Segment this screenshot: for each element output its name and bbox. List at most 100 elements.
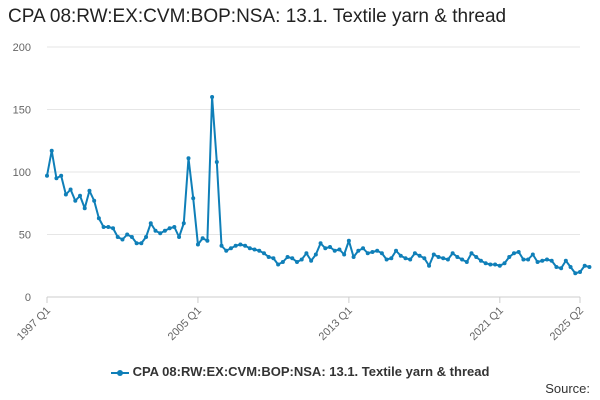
- data-point[interactable]: [445, 257, 450, 262]
- data-point[interactable]: [521, 257, 526, 262]
- data-point[interactable]: [478, 258, 483, 263]
- data-point[interactable]: [516, 250, 521, 254]
- data-point[interactable]: [54, 176, 59, 181]
- data-point[interactable]: [563, 258, 568, 263]
- data-point[interactable]: [243, 243, 248, 248]
- data-point[interactable]: [191, 196, 196, 201]
- data-point[interactable]: [162, 228, 167, 233]
- data-point[interactable]: [87, 188, 92, 193]
- data-point[interactable]: [167, 226, 172, 231]
- data-point[interactable]: [261, 251, 266, 256]
- data-point[interactable]: [356, 248, 361, 253]
- data-point[interactable]: [78, 193, 83, 198]
- data-point[interactable]: [228, 246, 233, 251]
- data-point[interactable]: [544, 257, 549, 262]
- data-point[interactable]: [332, 248, 337, 253]
- data-point[interactable]: [441, 256, 446, 261]
- data-point[interactable]: [68, 187, 73, 192]
- data-point[interactable]: [139, 241, 144, 246]
- data-point[interactable]: [540, 258, 545, 263]
- data-point[interactable]: [554, 265, 559, 269]
- data-point[interactable]: [82, 206, 87, 211]
- data-point[interactable]: [389, 256, 394, 261]
- data-point[interactable]: [346, 238, 351, 243]
- data-point[interactable]: [200, 236, 205, 241]
- data-point[interactable]: [285, 255, 290, 259]
- data-point[interactable]: [427, 263, 432, 268]
- data-point[interactable]: [375, 248, 380, 253]
- data-point[interactable]: [299, 257, 304, 262]
- data-point[interactable]: [266, 255, 271, 259]
- data-point[interactable]: [526, 257, 531, 262]
- data-point[interactable]: [530, 252, 535, 257]
- data-point[interactable]: [219, 243, 224, 248]
- data-point[interactable]: [464, 260, 469, 264]
- data-point[interactable]: [125, 232, 130, 237]
- data-point[interactable]: [134, 241, 139, 246]
- data-point[interactable]: [313, 252, 318, 257]
- data-point[interactable]: [469, 251, 474, 256]
- data-point[interactable]: [257, 248, 262, 253]
- data-point[interactable]: [252, 247, 257, 252]
- data-point[interactable]: [361, 246, 366, 251]
- data-point[interactable]: [158, 231, 163, 236]
- data-point[interactable]: [111, 226, 116, 231]
- data-point[interactable]: [129, 235, 134, 239]
- data-point[interactable]: [148, 221, 153, 226]
- data-point[interactable]: [177, 235, 182, 239]
- data-point[interactable]: [290, 256, 295, 261]
- data-point[interactable]: [304, 251, 309, 256]
- data-point[interactable]: [309, 258, 314, 263]
- data-point[interactable]: [238, 242, 243, 247]
- data-point[interactable]: [535, 260, 540, 264]
- data-point[interactable]: [412, 251, 417, 256]
- data-point[interactable]: [483, 261, 488, 266]
- data-point[interactable]: [181, 221, 186, 226]
- data-point[interactable]: [144, 235, 149, 239]
- data-point[interactable]: [502, 261, 507, 266]
- legend[interactable]: CPA 08:RW:EX:CVM:BOP:NSA: 13.1. Textile …: [0, 364, 600, 379]
- data-point[interactable]: [488, 262, 493, 267]
- data-point[interactable]: [398, 253, 403, 258]
- data-point[interactable]: [408, 257, 413, 262]
- data-point[interactable]: [342, 252, 347, 257]
- data-point[interactable]: [318, 241, 323, 246]
- data-point[interactable]: [511, 251, 516, 256]
- data-point[interactable]: [587, 265, 592, 269]
- data-point[interactable]: [450, 251, 455, 256]
- data-point[interactable]: [582, 263, 587, 268]
- data-point[interactable]: [417, 253, 422, 258]
- data-point[interactable]: [497, 263, 502, 268]
- data-point[interactable]: [45, 173, 49, 178]
- data-point[interactable]: [271, 256, 276, 261]
- data-point[interactable]: [370, 250, 375, 254]
- data-point[interactable]: [233, 243, 238, 248]
- data-point[interactable]: [276, 262, 281, 267]
- data-point[interactable]: [96, 216, 101, 221]
- data-point[interactable]: [247, 246, 252, 251]
- data-point[interactable]: [205, 238, 210, 243]
- data-point[interactable]: [455, 255, 460, 259]
- data-point[interactable]: [73, 198, 78, 203]
- data-point[interactable]: [365, 251, 370, 256]
- data-point[interactable]: [280, 260, 285, 264]
- data-point[interactable]: [101, 225, 106, 229]
- data-point[interactable]: [120, 237, 125, 242]
- data-point[interactable]: [568, 265, 573, 269]
- data-point[interactable]: [153, 228, 158, 233]
- data-point[interactable]: [59, 173, 64, 178]
- data-point[interactable]: [323, 246, 328, 251]
- data-point[interactable]: [394, 248, 399, 253]
- data-point[interactable]: [436, 255, 441, 259]
- data-point[interactable]: [384, 257, 389, 262]
- data-point[interactable]: [559, 266, 564, 271]
- data-point[interactable]: [431, 252, 436, 257]
- data-point[interactable]: [328, 245, 333, 249]
- data-point[interactable]: [549, 258, 554, 263]
- data-point[interactable]: [49, 148, 54, 153]
- data-point[interactable]: [460, 257, 465, 262]
- data-point[interactable]: [115, 235, 120, 239]
- data-point[interactable]: [106, 225, 111, 229]
- data-point[interactable]: [403, 256, 408, 261]
- data-point[interactable]: [214, 160, 219, 164]
